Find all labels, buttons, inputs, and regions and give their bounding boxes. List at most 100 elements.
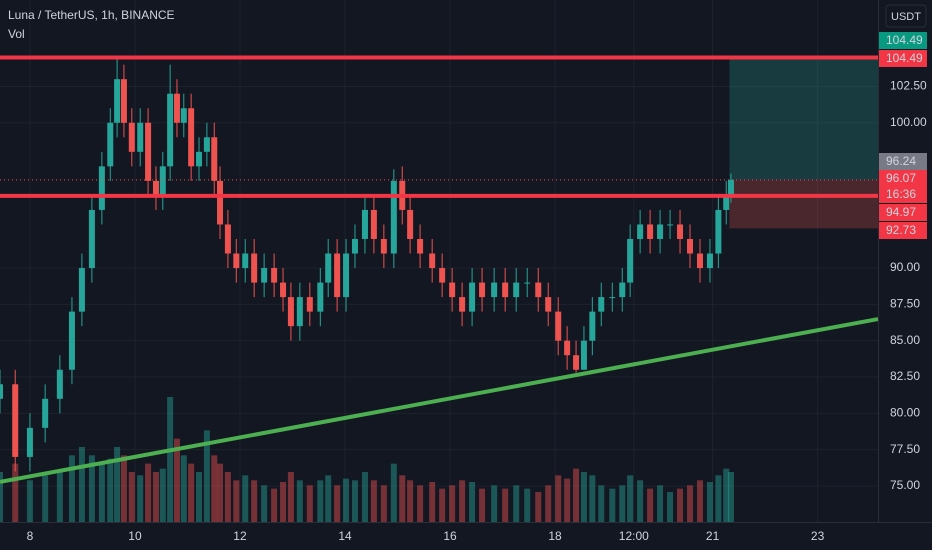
volume-bar	[334, 485, 341, 522]
volume-bar	[145, 463, 152, 522]
volume-bar	[120, 455, 127, 522]
candle-body	[56, 369, 63, 399]
candle-body	[26, 427, 33, 457]
volume-bar	[449, 485, 456, 522]
volume-bar	[167, 397, 174, 522]
volume-bar	[251, 480, 258, 522]
candle-body	[545, 297, 552, 312]
volume-bar	[107, 458, 114, 522]
stop-zone	[729, 179, 878, 229]
candle-body	[502, 282, 509, 298]
candle-body	[469, 282, 476, 312]
y-tick-label: 87.50	[890, 297, 920, 311]
candle-body	[271, 268, 278, 283]
candle-body	[306, 297, 313, 312]
y-tick-label: 102.50	[890, 79, 927, 93]
volume-bar	[390, 463, 397, 522]
candle-body	[627, 238, 634, 283]
volume-bar	[0, 472, 3, 522]
currency-button[interactable]	[885, 4, 927, 28]
volume-bar	[723, 468, 730, 522]
volume-bar	[370, 480, 377, 522]
price-tag	[879, 50, 927, 67]
volume-bar	[317, 480, 324, 522]
volume-bar	[196, 472, 203, 522]
candle-body	[580, 340, 587, 370]
volume-bar	[407, 480, 414, 522]
x-tick-label: 16	[443, 529, 457, 543]
volume-bar	[188, 463, 195, 522]
candle-body	[107, 122, 114, 167]
volume-bar	[545, 485, 552, 522]
volume-bar	[696, 480, 703, 522]
price-tag	[879, 170, 927, 187]
candle-body	[459, 297, 466, 312]
candle-body	[564, 340, 571, 356]
candle-body	[137, 122, 144, 152]
candle-body	[449, 282, 456, 298]
candle-body	[188, 108, 195, 167]
candle-body	[715, 209, 722, 254]
volume-bar	[667, 492, 674, 522]
candle-body	[233, 253, 240, 269]
candle-body	[280, 282, 287, 298]
volume-bar	[128, 472, 135, 522]
x-tick-label: 18	[548, 529, 562, 543]
candle-body	[598, 297, 605, 312]
trend-line	[0, 317, 879, 484]
volume-bar	[42, 475, 49, 522]
candle-body	[687, 238, 694, 254]
y-tick-label: 90.00	[890, 260, 920, 274]
candle-body	[417, 238, 424, 254]
candle-body	[351, 238, 358, 254]
volume-bar	[598, 485, 605, 522]
volume-bar	[637, 480, 644, 522]
volume-bar	[12, 463, 19, 522]
volume-bar	[242, 475, 249, 522]
volume-bar	[26, 480, 33, 522]
candle-body	[167, 93, 174, 167]
volume-bar	[687, 485, 694, 522]
candle-body	[727, 179, 734, 196]
volume-bar	[137, 475, 144, 522]
candle-body	[88, 209, 95, 269]
candle-body	[589, 311, 596, 341]
candle-body	[513, 282, 520, 298]
volume-bar	[469, 482, 476, 522]
volume-bar	[224, 472, 231, 522]
currency-label[interactable]: USDT	[891, 11, 921, 23]
candle-body	[657, 224, 664, 239]
volume-bar	[399, 475, 406, 522]
chart-title: Luna / TetherUS, 1h, BINANCE	[8, 8, 175, 22]
volume-bar	[439, 488, 446, 522]
candle-body	[524, 282, 531, 284]
price-tag-label: 16:36	[886, 187, 916, 201]
candle-body	[180, 108, 187, 123]
volume-bar	[211, 455, 218, 522]
volume-bar	[203, 430, 210, 522]
candle-body	[334, 253, 341, 298]
volume-bar	[56, 472, 63, 522]
candle-body	[173, 93, 180, 123]
candle-body	[98, 166, 105, 210]
volume-bar	[217, 463, 224, 522]
volume-bar	[159, 468, 166, 522]
volume-bar	[114, 447, 121, 522]
y-tick-label: 77.50	[890, 442, 920, 456]
volume-bar	[502, 488, 509, 522]
volume-bar	[98, 463, 105, 522]
candle-body	[677, 224, 684, 239]
price-tag-label: 96.24	[886, 154, 916, 168]
candle-body	[317, 282, 324, 312]
volume-bar	[573, 468, 580, 522]
candle-body	[343, 253, 350, 298]
volume-bar	[325, 475, 332, 522]
volume-bar	[513, 485, 520, 522]
candle-body	[42, 398, 49, 428]
volume-bar	[677, 488, 684, 522]
price-tag-label: 92.73	[886, 223, 916, 237]
candle-body	[407, 209, 414, 239]
volume-bar	[715, 475, 722, 522]
y-tick-label: 100.00	[890, 115, 927, 129]
